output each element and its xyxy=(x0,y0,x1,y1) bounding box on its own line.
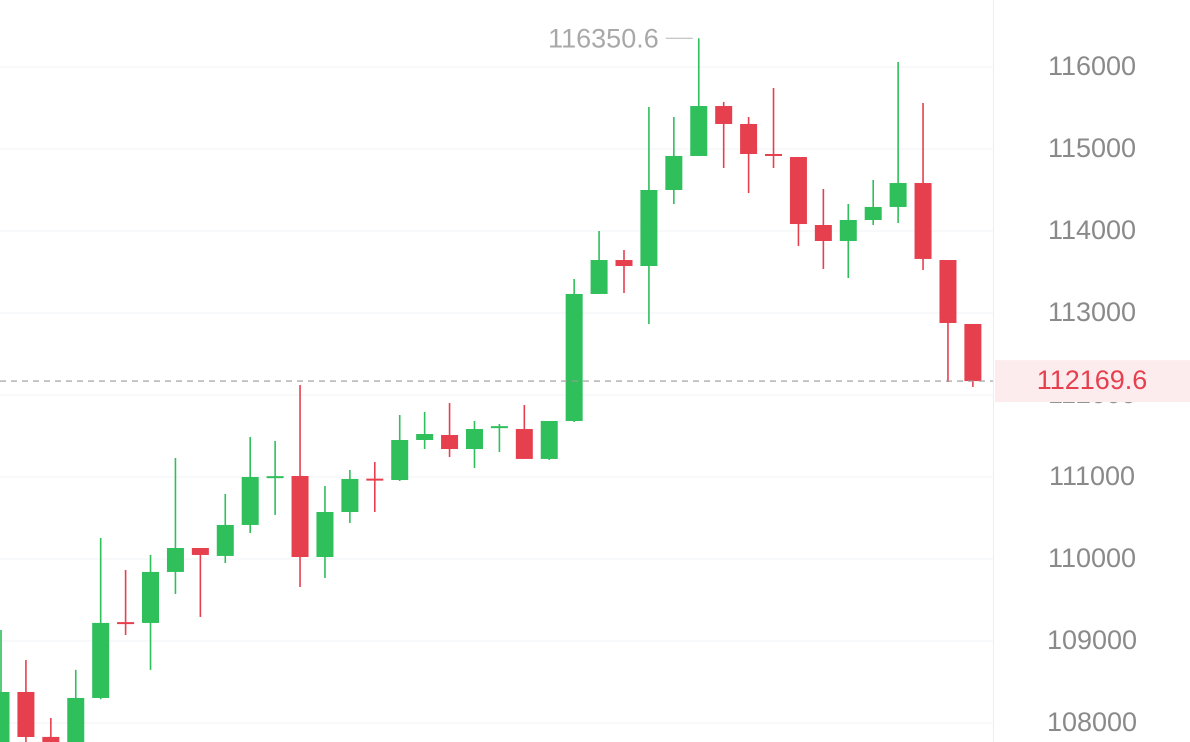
candle-body xyxy=(166,547,184,572)
candle-body xyxy=(914,183,932,259)
candle-body xyxy=(789,157,807,225)
candle-body xyxy=(540,420,558,459)
candle-body xyxy=(441,434,459,450)
candle-body xyxy=(889,183,907,207)
candle-body xyxy=(191,547,209,555)
candle-body xyxy=(391,440,409,481)
candle-body xyxy=(590,260,608,294)
candle-body xyxy=(341,478,359,512)
y-tick-label: 110000 xyxy=(1048,543,1136,573)
y-tick-label: 109000 xyxy=(1047,625,1137,655)
candle-body xyxy=(291,475,309,558)
candle-body xyxy=(266,476,284,479)
candle-body xyxy=(117,622,135,625)
y-tick-label: 108000 xyxy=(1047,707,1137,737)
candle-body xyxy=(465,429,483,450)
candle-body xyxy=(839,220,857,241)
candle-body xyxy=(515,429,533,459)
candle-body xyxy=(67,697,85,742)
candle-body xyxy=(565,293,583,421)
current-price-badge xyxy=(995,360,1190,403)
candle-body xyxy=(740,123,758,154)
candle-body xyxy=(864,206,882,221)
candle-body xyxy=(490,426,508,429)
candle-body xyxy=(17,691,35,737)
candle-body xyxy=(964,323,982,382)
candles xyxy=(0,38,982,742)
y-tick-label: 114000 xyxy=(1048,215,1136,245)
candle-body xyxy=(665,155,683,190)
candle-body xyxy=(416,434,434,441)
current-price-label: 112169.6 xyxy=(1037,365,1148,395)
y-tick-label: 113000 xyxy=(1048,297,1136,327)
candle-body xyxy=(814,225,832,241)
candle-body xyxy=(640,189,658,267)
annotations: 112169.6 116350.6 xyxy=(0,23,1190,403)
y-tick-label: 115000 xyxy=(1048,133,1136,163)
candle-body xyxy=(0,691,10,742)
candle-body xyxy=(366,478,384,481)
candle-body xyxy=(142,571,160,623)
candle-body xyxy=(42,736,60,742)
y-tick-label: 111000 xyxy=(1049,461,1135,491)
y-tick-label: 116000 xyxy=(1048,51,1136,81)
candle-body xyxy=(216,524,234,556)
candle-body xyxy=(690,106,708,156)
candle-body xyxy=(615,260,633,267)
grid xyxy=(0,66,993,724)
candle-body xyxy=(316,511,334,558)
candle-body xyxy=(92,622,110,698)
candle-body xyxy=(241,476,259,525)
candle-body xyxy=(715,106,733,124)
max-label: 116350.6 xyxy=(548,23,659,53)
candle-body xyxy=(765,153,783,156)
candle-body xyxy=(939,260,957,323)
